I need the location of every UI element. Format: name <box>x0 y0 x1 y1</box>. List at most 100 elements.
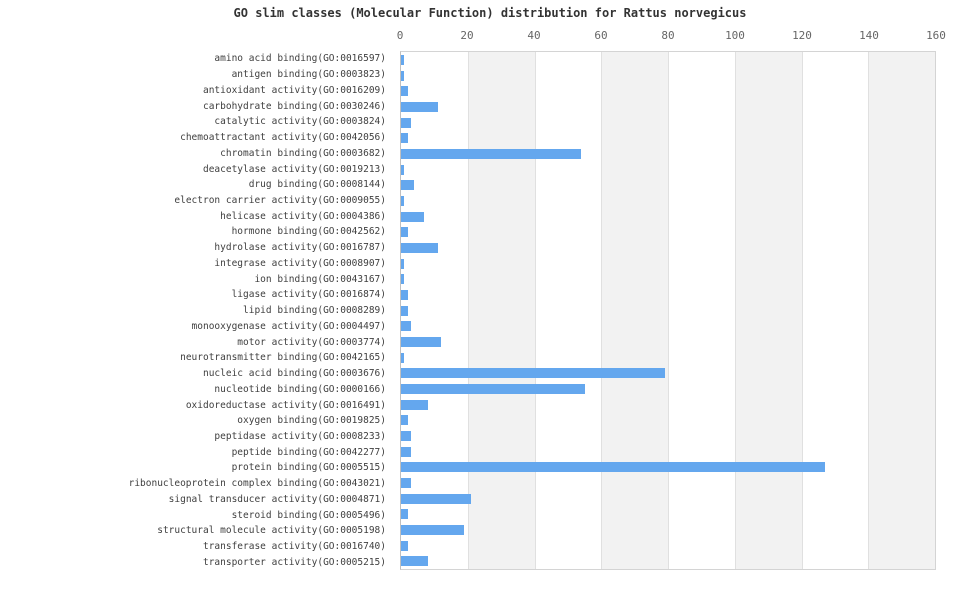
bar <box>401 101 438 112</box>
bar <box>401 477 411 488</box>
category-label: motor activity(GO:0003774) <box>237 336 386 348</box>
category-label: nucleic acid binding(GO:0003676) <box>202 368 386 380</box>
bar-row <box>401 444 935 460</box>
category-label: peptidase activity(GO:0008233) <box>214 430 386 442</box>
x-tick-label: 60 <box>594 29 608 42</box>
category-label: antigen binding(GO:0003823) <box>231 69 386 81</box>
bar-row <box>401 318 935 334</box>
category-label: transferase activity(GO:0016740) <box>202 541 386 553</box>
category-label: chemoattractant activity(GO:0042056) <box>180 132 386 144</box>
bar <box>401 509 408 520</box>
category-label: signal transducer activity(GO:0004871) <box>168 493 386 505</box>
category-label: neurotransmitter binding(GO:0042165) <box>180 352 386 364</box>
category-label: ion binding(GO:0043167) <box>254 273 386 285</box>
bar-row <box>401 224 935 240</box>
x-tick-label: 140 <box>859 29 879 42</box>
bar <box>401 227 408 238</box>
bar-row <box>401 459 935 475</box>
bar-row <box>401 397 935 413</box>
category-label: transporter activity(GO:0005215) <box>202 556 386 568</box>
bar <box>401 305 408 316</box>
gridline <box>668 52 669 569</box>
bar-row <box>401 209 935 225</box>
gridline <box>534 52 536 569</box>
plot-band <box>467 52 535 569</box>
category-label: deacetylase activity(GO:0019213) <box>202 163 386 175</box>
bar-row <box>401 146 935 162</box>
bar-row <box>401 365 935 381</box>
bar <box>401 148 582 159</box>
bar-row <box>401 256 935 272</box>
category-label: steroid binding(GO:0005496) <box>231 509 386 521</box>
x-tick-label: 40 <box>527 29 541 42</box>
category-label: electron carrier activity(GO:0009055) <box>174 194 386 206</box>
category-label: hormone binding(GO:0042562) <box>231 226 386 238</box>
category-label: carbohydrate binding(GO:0030246) <box>202 100 386 112</box>
bar-row <box>401 412 935 428</box>
gridline <box>801 52 803 569</box>
bar <box>401 211 425 222</box>
x-tick-label: 80 <box>661 29 675 42</box>
bar-row <box>401 177 935 193</box>
category-label: protein binding(GO:0005515) <box>231 462 386 474</box>
plot-band <box>601 52 668 569</box>
category-label: helicase activity(GO:0004386) <box>220 210 386 222</box>
plot-band <box>734 52 802 569</box>
category-label: lipid binding(GO:0008289) <box>243 305 386 317</box>
category-label: oxygen binding(GO:0019825) <box>237 415 386 427</box>
chart-title: GO slim classes (Molecular Function) dis… <box>233 6 747 20</box>
bar-row <box>401 554 935 570</box>
bar <box>401 462 825 473</box>
bar <box>401 383 585 394</box>
bar-row <box>401 287 935 303</box>
category-label: structural molecule activity(GO:0005198) <box>157 525 386 537</box>
category-label: hydrolase activity(GO:0016787) <box>214 242 386 254</box>
bar-row <box>401 130 935 146</box>
category-label: monooxygenase activity(GO:0004497) <box>191 320 386 332</box>
bar <box>401 164 405 175</box>
gridline <box>734 52 736 569</box>
bar-row <box>401 240 935 256</box>
category-label: oxidoreductase activity(GO:0016491) <box>185 399 386 411</box>
bar-row <box>401 162 935 178</box>
bar <box>401 133 408 144</box>
bar <box>401 274 405 285</box>
bar-row <box>401 428 935 444</box>
x-tick-label: 160 <box>926 29 946 42</box>
bar-row <box>401 506 935 522</box>
bar <box>401 524 465 535</box>
bar-row <box>401 522 935 538</box>
bar <box>401 368 665 379</box>
plot-band <box>534 52 602 569</box>
plot-band <box>868 52 935 569</box>
bar <box>401 352 405 363</box>
y-axis-category-labels: amino acid binding(GO:0016597) antigen bi… <box>0 51 393 570</box>
category-label: integrase activity(GO:0008907) <box>214 257 386 269</box>
bar <box>401 399 428 410</box>
category-label: antioxidant activity(GO:0016209) <box>202 84 386 96</box>
bar-row <box>401 475 935 491</box>
bar <box>401 180 415 191</box>
bar <box>401 242 438 253</box>
bar <box>401 446 411 457</box>
plot-band <box>401 52 468 569</box>
plot-band <box>801 52 869 569</box>
gridline <box>601 52 603 569</box>
category-label: ligase activity(GO:0016874) <box>231 289 386 301</box>
bar-row <box>401 538 935 554</box>
gridline <box>467 52 469 569</box>
x-tick-label: 120 <box>792 29 812 42</box>
category-label: ribonucleoprotein complex binding(GO:004… <box>128 478 386 490</box>
bar <box>401 258 405 269</box>
gridline <box>868 52 870 569</box>
bar-row <box>401 52 935 68</box>
bar <box>401 70 405 81</box>
category-label: amino acid binding(GO:0016597) <box>214 53 386 65</box>
category-label: peptide binding(GO:0042277) <box>231 446 386 458</box>
category-label: catalytic activity(GO:0003824) <box>214 116 386 128</box>
plot-band <box>668 52 735 569</box>
bar-series <box>401 52 935 569</box>
category-label: chromatin binding(GO:0003682) <box>220 147 386 159</box>
bar-row <box>401 83 935 99</box>
